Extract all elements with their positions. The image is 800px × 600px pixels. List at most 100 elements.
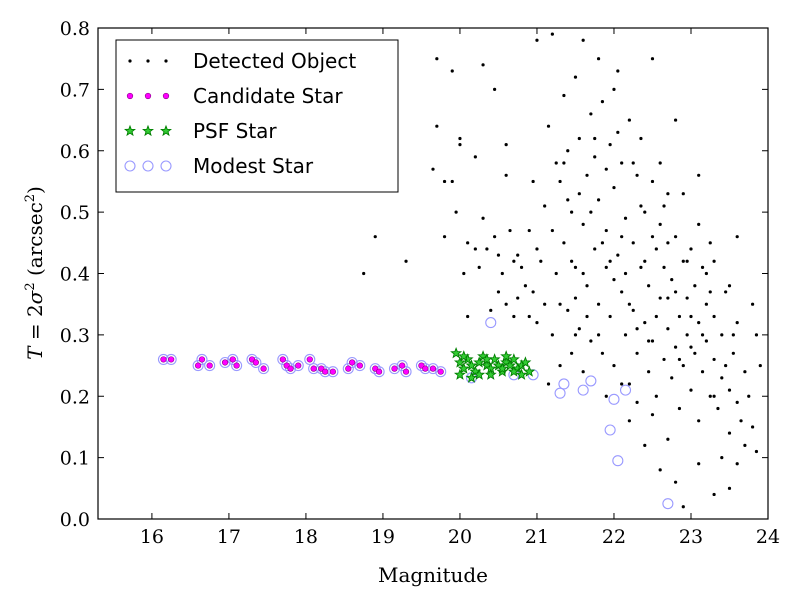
legend-label: PSF Star xyxy=(193,119,277,143)
detected-object-point xyxy=(627,382,631,386)
detected-object-point xyxy=(697,321,701,325)
y-tick-label: 0.2 xyxy=(60,386,90,408)
detected-object-point xyxy=(666,327,670,331)
detected-object-point xyxy=(754,333,759,337)
detected-object-point xyxy=(596,57,601,61)
detected-object-point xyxy=(747,394,751,398)
candidate-star-point xyxy=(349,359,356,366)
modest-star-point xyxy=(219,356,231,369)
detected-object-point xyxy=(504,173,508,177)
modest-star-point xyxy=(342,363,354,375)
y-tick-label: 0.1 xyxy=(60,448,90,470)
x-tick-label: 21 xyxy=(525,526,549,548)
detected-object-point xyxy=(673,118,678,122)
candidate-star-point xyxy=(356,362,363,369)
detected-object-point xyxy=(727,388,732,392)
psf-star-point xyxy=(500,350,513,362)
legend-marker xyxy=(126,92,134,100)
y-tick-label: 0.0 xyxy=(60,509,90,531)
detected-object-point xyxy=(612,185,616,190)
detected-object-point xyxy=(562,241,566,245)
detected-object-point xyxy=(623,333,628,337)
legend-item-psf-star: PSF Star xyxy=(124,119,277,143)
detected-object-point xyxy=(550,228,554,233)
x-tick-label: 19 xyxy=(371,526,395,548)
detected-object-point xyxy=(623,271,628,276)
detected-object-point xyxy=(666,437,670,441)
detected-object-point xyxy=(685,296,689,300)
detected-object-point xyxy=(650,57,655,61)
detected-object-point xyxy=(573,75,578,79)
detected-object-point xyxy=(631,161,635,165)
detected-object-point xyxy=(658,296,662,300)
x-tick-label: 24 xyxy=(756,526,780,548)
detected-object-point xyxy=(581,38,585,42)
detected-object-point xyxy=(662,204,666,208)
modest-star-point xyxy=(354,360,366,372)
detected-object-point xyxy=(647,339,651,343)
modest-star-point xyxy=(619,384,632,396)
x-tick-label: 16 xyxy=(140,526,164,548)
candidate-star-point xyxy=(399,362,406,369)
y-tick-label: 0.7 xyxy=(60,79,90,101)
detected-object-point xyxy=(673,290,678,294)
detected-object-point xyxy=(577,327,581,331)
detected-object-point xyxy=(477,265,481,269)
detected-object-point xyxy=(677,406,682,411)
detected-object-point xyxy=(608,143,612,147)
detected-object-point xyxy=(685,259,689,263)
detected-object-point xyxy=(670,278,674,282)
legend-marker xyxy=(160,124,172,137)
candidate-star-point xyxy=(221,359,229,366)
psf-star-point xyxy=(453,356,466,368)
psf-star-point xyxy=(453,368,466,380)
legend-label: Modest Star xyxy=(193,154,314,178)
candidate-star-point xyxy=(295,362,302,369)
detected-object-point xyxy=(573,265,578,269)
x-tick-label: 17 xyxy=(217,526,241,548)
detected-object-point xyxy=(585,284,589,288)
detected-object-point xyxy=(473,155,477,159)
detected-object-point xyxy=(558,302,562,306)
detected-object-point xyxy=(697,462,701,466)
detected-object-point xyxy=(681,363,685,368)
candidate-star-point xyxy=(306,356,313,363)
detected-object-point xyxy=(604,394,608,398)
series-psf-star xyxy=(450,347,536,383)
detected-object-point xyxy=(596,198,601,202)
modest-star-point xyxy=(346,356,358,369)
modest-star-point xyxy=(558,378,570,390)
modest-star-point xyxy=(604,424,616,436)
detected-object-point xyxy=(639,136,643,141)
detected-object-point xyxy=(658,468,662,472)
detected-object-point xyxy=(435,57,439,61)
detected-object-point xyxy=(600,100,605,104)
detected-object-point xyxy=(631,308,635,312)
detected-object-point xyxy=(589,112,593,116)
detected-object-point xyxy=(704,339,708,343)
legend-marker xyxy=(142,124,154,137)
detected-object-point xyxy=(731,351,735,355)
modest-star-point xyxy=(258,363,270,375)
detected-object-point xyxy=(650,235,655,239)
detected-object-point xyxy=(662,357,666,362)
detected-object-point xyxy=(750,425,755,429)
modest-star-point xyxy=(585,375,597,387)
detected-object-point xyxy=(673,235,678,239)
candidate-star-point xyxy=(391,365,398,372)
detected-object-point xyxy=(404,259,408,263)
detected-object-point xyxy=(531,179,535,184)
detected-object-point xyxy=(697,419,701,423)
detected-object-point xyxy=(689,314,693,319)
detected-object-point xyxy=(620,235,624,239)
detected-object-point xyxy=(658,222,662,226)
detected-object-point xyxy=(700,265,705,269)
modest-star-point xyxy=(231,360,243,372)
detected-object-point xyxy=(496,290,501,294)
detected-object-point xyxy=(489,308,493,312)
modest-star-point xyxy=(281,360,293,372)
detected-object-point xyxy=(462,271,466,276)
x-axis-label: Magnitude xyxy=(378,563,488,587)
detected-object-point xyxy=(677,357,682,362)
psf-star-point xyxy=(507,353,520,365)
